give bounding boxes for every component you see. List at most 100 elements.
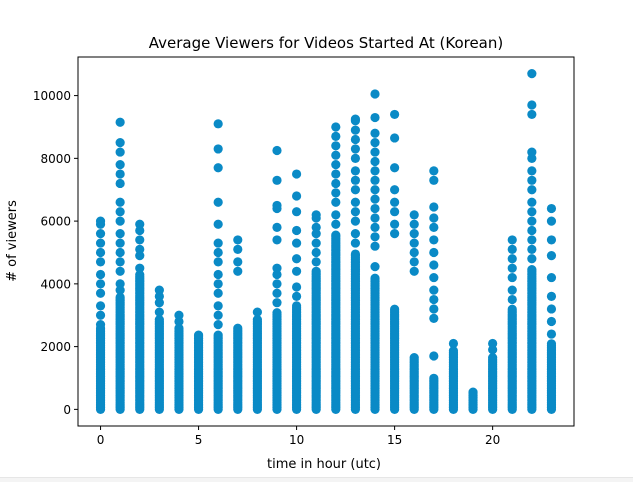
data-point: [370, 232, 380, 242]
data-point: [409, 210, 419, 220]
data-point: [390, 229, 400, 239]
x-axis-label: time in hour (utc): [267, 457, 381, 472]
data-point: [311, 257, 321, 267]
data-point: [115, 257, 125, 267]
data-point: [233, 323, 243, 333]
plot-frame: [77, 56, 575, 427]
data-point: [272, 145, 282, 156]
data-point: [193, 330, 204, 340]
data-point: [429, 351, 439, 361]
data-point: [95, 216, 106, 226]
data-point: [115, 292, 125, 302]
data-point: [115, 238, 125, 248]
data-point: [488, 338, 498, 349]
data-point: [115, 197, 125, 207]
data-point: [331, 131, 341, 141]
data-point: [527, 175, 537, 185]
data-point: [213, 219, 223, 229]
data-point: [488, 352, 498, 363]
data-point: [95, 279, 106, 289]
data-point: [331, 122, 341, 132]
data-point: [350, 185, 361, 195]
data-point: [390, 109, 400, 120]
data-point: [350, 134, 361, 145]
x-tick-label: 20: [485, 433, 500, 447]
data-point: [350, 166, 361, 176]
data-point: [115, 169, 125, 179]
data-point: [115, 117, 125, 127]
data-point: [390, 207, 400, 217]
y-axis: 0 2000 4000 6000 8000 10000: [33, 89, 78, 417]
data-point: [429, 294, 439, 305]
data-point: [272, 298, 282, 308]
data-point: [115, 266, 125, 276]
data-point: [115, 207, 125, 217]
data-point: [429, 222, 439, 232]
data-point: [272, 288, 282, 298]
data-point: [311, 247, 321, 258]
data-point: [233, 244, 243, 254]
data-point: [546, 203, 557, 214]
data-point: [409, 257, 419, 267]
data-point: [252, 307, 262, 317]
data-point: [95, 288, 106, 298]
x-tick-label: 5: [195, 433, 203, 447]
data-point: [311, 238, 321, 248]
data-point: [429, 247, 439, 258]
data-point: [154, 315, 164, 325]
data-point: [429, 175, 439, 185]
data-point: [370, 147, 380, 157]
data-point: [546, 329, 557, 339]
data-point: [95, 238, 106, 248]
data-point: [546, 216, 557, 226]
data-point: [154, 285, 164, 295]
x-axis: 0 5 10 15 20: [97, 426, 500, 447]
data-point: [370, 128, 380, 138]
data-point: [390, 133, 400, 143]
y-tick-label: 4000: [40, 277, 71, 291]
data-point: [370, 241, 380, 251]
data-point: [135, 270, 145, 280]
data-point: [370, 185, 380, 195]
data-point: [370, 194, 380, 204]
data-point: [429, 272, 439, 283]
data-point: [409, 229, 419, 239]
data-point: [331, 169, 341, 179]
data-point: [390, 197, 400, 207]
data-point: [213, 320, 223, 330]
data-point: [527, 235, 537, 245]
data-point: [95, 301, 106, 311]
data-point: [272, 235, 282, 245]
data-point: [546, 316, 557, 327]
data-point: [527, 225, 537, 236]
y-axis-label: # of viewers: [5, 200, 20, 282]
data-point: [546, 272, 557, 283]
data-point: [409, 266, 419, 276]
data-point: [429, 260, 439, 270]
data-point: [546, 251, 557, 261]
data-point: [390, 163, 400, 173]
data-point: [272, 263, 282, 273]
data-point: [331, 219, 341, 229]
data-point: [527, 69, 537, 79]
data-point: [527, 254, 537, 264]
data-point: [115, 178, 125, 189]
data-point: [95, 320, 106, 330]
data-point: [429, 373, 439, 383]
data-point: [115, 229, 125, 239]
y-tick-label: 2000: [40, 340, 71, 354]
data-point: [135, 244, 145, 254]
data-point: [527, 109, 537, 120]
data-point: [527, 100, 537, 110]
data-point: [429, 213, 439, 223]
data-point: [154, 307, 164, 317]
data-point: [527, 197, 537, 207]
data-point: [350, 125, 361, 135]
data-point: [527, 207, 537, 217]
data-point: [311, 266, 321, 276]
data-point: [115, 279, 125, 289]
window-bottom-edge: [0, 477, 633, 482]
data-point: [350, 197, 361, 207]
